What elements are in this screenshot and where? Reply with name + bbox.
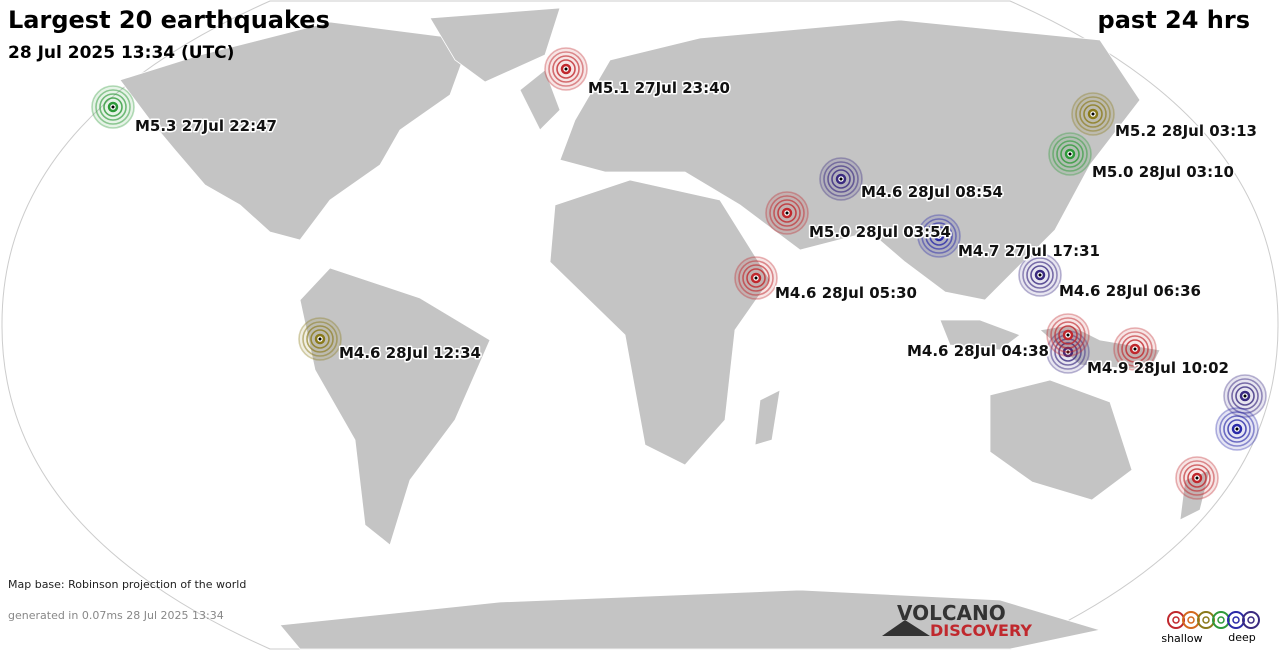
quake-dot bbox=[1038, 273, 1042, 277]
quake-ring bbox=[1227, 378, 1263, 414]
quake-ring bbox=[746, 268, 766, 288]
quake-ring bbox=[921, 218, 957, 254]
quake-dot bbox=[839, 177, 843, 181]
quake-ring bbox=[1223, 415, 1251, 443]
quake-ring bbox=[929, 226, 949, 246]
quake-ring bbox=[1219, 411, 1255, 447]
quake-ring bbox=[742, 264, 770, 292]
quake-dot bbox=[564, 67, 568, 71]
quake-ring bbox=[1235, 386, 1255, 406]
quake-label: M4.9 28Jul 10:02 bbox=[1087, 359, 1229, 377]
quake-ring bbox=[1058, 325, 1078, 345]
quake-ring bbox=[1030, 265, 1050, 285]
quake-dot bbox=[785, 211, 789, 215]
quake-label: M4.6 28Jul 04:38 bbox=[907, 342, 1049, 360]
quake-ring bbox=[1056, 140, 1084, 168]
quake-label: M4.7 27Jul 17:31 bbox=[958, 242, 1100, 260]
quake-ring bbox=[1060, 144, 1080, 164]
logo-line1: VOLCANO bbox=[897, 601, 1006, 625]
quake-ring bbox=[1054, 321, 1082, 349]
quake-ring bbox=[1052, 136, 1088, 172]
legend-ring bbox=[1182, 611, 1200, 629]
generated: generated in 0.07ms 28 Jul 2025 13:34 bbox=[8, 609, 224, 622]
quake-dot bbox=[1243, 394, 1247, 398]
legend-shallow: shallow bbox=[1161, 632, 1202, 645]
quake-dot bbox=[1133, 347, 1137, 351]
quake-ring bbox=[302, 321, 338, 357]
quake-ring bbox=[1075, 96, 1111, 132]
quake-ring bbox=[1026, 261, 1054, 289]
legend-deep: deep bbox=[1228, 631, 1256, 644]
quake-label: M4.6 28Jul 12:34 bbox=[339, 344, 481, 362]
legend-center bbox=[1217, 616, 1225, 624]
quake-ring bbox=[823, 161, 859, 197]
quake-ring bbox=[306, 325, 334, 353]
quake-label: M4.6 28Jul 05:30 bbox=[775, 284, 917, 302]
quake-ring bbox=[556, 59, 576, 79]
quake-dot bbox=[1068, 152, 1072, 156]
quake-ring bbox=[827, 165, 855, 193]
quake-ring bbox=[1050, 317, 1086, 353]
quake-ring bbox=[95, 89, 131, 125]
title: Largest 20 earthquakes bbox=[8, 6, 330, 34]
quake-ring bbox=[1179, 460, 1215, 496]
quake-ring bbox=[310, 329, 330, 349]
quake-ring bbox=[548, 51, 584, 87]
quake-ring bbox=[1231, 382, 1259, 410]
quake-dot bbox=[754, 276, 758, 280]
legend-center bbox=[1172, 616, 1180, 624]
quake-ring bbox=[1083, 104, 1103, 124]
quake-ring bbox=[777, 203, 797, 223]
legend-center bbox=[1202, 616, 1210, 624]
quake-ring bbox=[925, 222, 953, 250]
quake-dot bbox=[1195, 476, 1199, 480]
quake-dot bbox=[111, 105, 115, 109]
legend-center bbox=[1232, 616, 1240, 624]
quake-ring bbox=[831, 169, 851, 189]
quake-ring bbox=[773, 199, 801, 227]
quake-ring bbox=[1125, 339, 1145, 359]
quake-ring bbox=[769, 195, 805, 231]
logo-line2: DISCOVERY bbox=[930, 621, 1032, 640]
quake-dot bbox=[1091, 112, 1095, 116]
legend-ring bbox=[1197, 611, 1215, 629]
quake-ring bbox=[1183, 464, 1211, 492]
quake-ring bbox=[99, 93, 127, 121]
quake-ring bbox=[1117, 331, 1153, 367]
quake-dot bbox=[1235, 427, 1239, 431]
quake-ring bbox=[1187, 468, 1207, 488]
quake-ring bbox=[738, 260, 774, 296]
period: past 24 hrs bbox=[1098, 6, 1250, 34]
quake-ring bbox=[1121, 335, 1149, 363]
quake-dot bbox=[937, 234, 941, 238]
quake-ring bbox=[103, 97, 123, 117]
quake-dot bbox=[1066, 333, 1070, 337]
quake-ring bbox=[1227, 419, 1247, 439]
quake-label: M5.0 28Jul 03:54 bbox=[809, 223, 951, 241]
logo-icon bbox=[882, 620, 930, 636]
legend-ring bbox=[1167, 611, 1185, 629]
quake-label: M5.1 27Jul 23:40 bbox=[588, 79, 730, 97]
legend-ring bbox=[1242, 611, 1260, 629]
quake-label: M4.6 28Jul 06:36 bbox=[1059, 282, 1201, 300]
quake-ring bbox=[552, 55, 580, 83]
legend-center bbox=[1187, 616, 1195, 624]
quake-dot bbox=[318, 337, 322, 341]
legend-ring bbox=[1212, 611, 1230, 629]
quake-ring bbox=[1079, 100, 1107, 128]
quake-label: M5.3 27Jul 22:47 bbox=[135, 117, 277, 135]
legend-center bbox=[1247, 616, 1255, 624]
map-base: Map base: Robinson projection of the wor… bbox=[8, 578, 246, 591]
land bbox=[119, 7, 1211, 650]
quake-ring bbox=[1058, 342, 1078, 362]
quake-label: M5.0 28Jul 03:10 bbox=[1092, 163, 1234, 181]
quake-label: M4.6 28Jul 08:54 bbox=[861, 183, 1003, 201]
quake-label: M5.2 28Jul 03:13 bbox=[1115, 122, 1257, 140]
legend-ring bbox=[1227, 611, 1245, 629]
quake-ring bbox=[1022, 257, 1058, 293]
subtitle: 28 Jul 2025 13:34 (UTC) bbox=[8, 43, 234, 63]
